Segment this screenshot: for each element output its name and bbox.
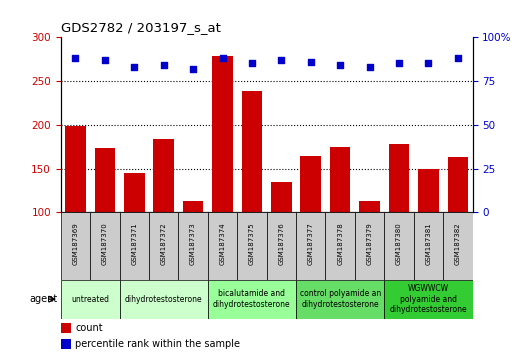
Point: [307, 59, 315, 64]
Bar: [448, 157, 468, 212]
Bar: [271, 182, 291, 212]
Bar: [267, 212, 296, 280]
Text: dihydrotestosterone: dihydrotestosterone: [125, 295, 203, 304]
Bar: [95, 148, 115, 212]
Bar: [355, 212, 384, 280]
Bar: [414, 212, 443, 280]
Point: [424, 61, 432, 66]
Point: [454, 55, 462, 61]
Text: GSM187372: GSM187372: [161, 223, 167, 265]
Bar: [61, 339, 71, 349]
Text: GSM187377: GSM187377: [308, 223, 314, 265]
Text: GSM187382: GSM187382: [455, 223, 461, 265]
Text: control polyamide an
dihydrotestosterone: control polyamide an dihydrotestosterone: [299, 290, 381, 309]
Text: GSM187373: GSM187373: [190, 223, 196, 265]
Text: GSM187375: GSM187375: [249, 223, 255, 265]
Point: [71, 55, 80, 61]
Bar: [443, 212, 473, 280]
Text: GSM187378: GSM187378: [337, 223, 343, 265]
Bar: [212, 56, 233, 212]
Point: [159, 62, 168, 68]
Bar: [296, 280, 384, 319]
Bar: [124, 173, 145, 212]
Bar: [208, 212, 237, 280]
Bar: [242, 91, 262, 212]
Point: [248, 61, 256, 66]
Text: untreated: untreated: [71, 295, 109, 304]
Bar: [178, 212, 208, 280]
Bar: [359, 201, 380, 212]
Text: GSM187374: GSM187374: [220, 223, 225, 265]
Text: GDS2782 / 203197_s_at: GDS2782 / 203197_s_at: [61, 21, 221, 34]
Point: [101, 57, 109, 63]
Point: [189, 66, 197, 72]
Bar: [208, 280, 296, 319]
Bar: [183, 201, 203, 212]
Text: GSM187369: GSM187369: [72, 223, 79, 265]
Bar: [149, 212, 178, 280]
Bar: [90, 212, 119, 280]
Text: GSM187371: GSM187371: [131, 223, 137, 265]
Text: percentile rank within the sample: percentile rank within the sample: [75, 339, 240, 349]
Bar: [154, 139, 174, 212]
Point: [277, 57, 286, 63]
Bar: [61, 280, 119, 319]
Point: [365, 64, 374, 70]
Bar: [418, 169, 439, 212]
Text: WGWWCW
polyamide and
dihydrotestosterone: WGWWCW polyamide and dihydrotestosterone: [390, 284, 467, 314]
Text: GSM187376: GSM187376: [278, 223, 285, 265]
Point: [395, 61, 403, 66]
Bar: [61, 212, 90, 280]
Bar: [65, 126, 86, 212]
Bar: [119, 280, 208, 319]
Bar: [389, 144, 409, 212]
Point: [218, 55, 227, 61]
Bar: [61, 324, 71, 333]
Bar: [237, 212, 267, 280]
Bar: [384, 280, 473, 319]
Text: GSM187380: GSM187380: [396, 223, 402, 265]
Bar: [330, 147, 351, 212]
Text: GSM187381: GSM187381: [426, 223, 431, 265]
Bar: [300, 156, 321, 212]
Text: count: count: [75, 323, 103, 333]
Text: GSM187379: GSM187379: [366, 223, 373, 265]
Bar: [325, 212, 355, 280]
Point: [336, 62, 344, 68]
Text: agent: agent: [30, 294, 58, 304]
Text: bicalutamide and
dihydrotestosterone: bicalutamide and dihydrotestosterone: [213, 290, 291, 309]
Point: [130, 64, 138, 70]
Bar: [296, 212, 325, 280]
Bar: [384, 212, 414, 280]
Bar: [119, 212, 149, 280]
Text: GSM187370: GSM187370: [102, 223, 108, 265]
